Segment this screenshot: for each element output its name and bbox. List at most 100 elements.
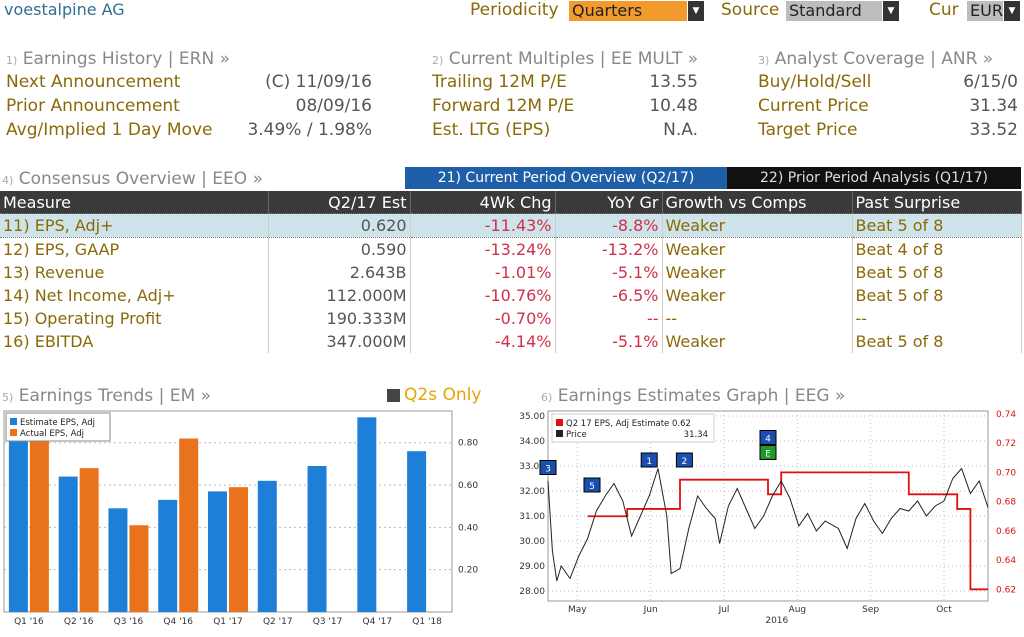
- est-ltg-value: N.A.: [663, 120, 698, 140]
- tab-prior-period[interactable]: 22) Prior Period Analysis (Q1/17): [727, 167, 1021, 189]
- source-select[interactable]: Standard: [786, 1, 882, 21]
- estimate-cell: 2.643B: [268, 261, 411, 284]
- avg-move-value: 3.49% / 1.98%: [247, 120, 372, 140]
- table-row[interactable]: 16) EBITDA 347.000M -4.14% -5.1% Weaker Beat …: [0, 330, 1022, 353]
- col-header[interactable]: 4Wk Chg: [410, 191, 556, 214]
- x-tick-label: Q2 '17: [263, 617, 293, 627]
- measure-cell[interactable]: 15) Operating Profit: [0, 307, 269, 330]
- buy-hold-sell-value: 6/15/0: [963, 72, 1018, 92]
- earnings-trends-header[interactable]: 5) Earnings Trends | EM »: [2, 386, 212, 406]
- col-header[interactable]: Growth vs Comps: [662, 191, 853, 214]
- x-tick-label: Aug: [789, 605, 807, 615]
- y2-tick-label: 0.66: [996, 527, 1016, 537]
- y-tick-label: 34.00: [519, 437, 545, 447]
- measure-cell[interactable]: 14) Net Income, Adj+: [0, 284, 269, 307]
- x-tick-label: Q3 '16: [114, 617, 144, 627]
- measure-cell[interactable]: 13) Revenue: [0, 261, 269, 284]
- col-header[interactable]: Past Surprise: [852, 191, 1022, 214]
- chevron-down-icon[interactable]: ▼: [883, 1, 899, 21]
- y-tick-label: 28.00: [519, 587, 545, 597]
- legend-box: [5, 412, 111, 442]
- analyst-coverage-header[interactable]: 3) Analyst Coverage | ANR »: [758, 49, 994, 69]
- x-tick-label: Q3 '17: [313, 617, 343, 627]
- x-tick-label: Q1 '16: [14, 617, 44, 627]
- est-ltg-label: Est. LTG (EPS): [432, 120, 551, 140]
- chevron-down-icon[interactable]: ▼: [688, 1, 704, 21]
- earnings-estimates-graph-header[interactable]: 6) Earnings Estimates Graph | EEG »: [541, 386, 846, 406]
- table-row[interactable]: 13) Revenue 2.643B -1.01% -5.1% Weaker Beat 5…: [0, 261, 1022, 284]
- past-surprise-cell: Beat 4 of 8: [852, 237, 1022, 261]
- estimate-cell: 190.333M: [268, 307, 411, 330]
- y-tick-label: 0.60: [458, 481, 478, 491]
- legend-swatch: [556, 430, 563, 437]
- target-price-label: Target Price: [758, 120, 858, 140]
- col-header[interactable]: Q2/17 Est: [268, 191, 411, 214]
- table-row[interactable]: 12) EPS, GAAP 0.590 -13.24% -13.2% Weaker Bea…: [0, 237, 1022, 261]
- measure-cell[interactable]: 16) EBITDA: [0, 330, 269, 353]
- growth-vs-comps-cell: Weaker: [662, 213, 853, 238]
- x-tick-label: Sep: [862, 605, 879, 615]
- legend-label: Estimate EPS, Adj: [20, 418, 95, 428]
- x-tick-label: Q2 '16: [64, 617, 94, 627]
- y2-tick-label: 0.64: [996, 556, 1016, 566]
- bar-estimate: [108, 508, 128, 612]
- y2-tick-label: 0.68: [996, 498, 1016, 508]
- earnings-history-header[interactable]: 1) Earnings History | ERN »: [6, 49, 230, 69]
- past-surprise-cell: Beat 5 of 8: [852, 213, 1022, 238]
- yoy-growth-cell: -6.5%: [555, 284, 663, 307]
- x-tick-label: Q4 '17: [363, 617, 393, 627]
- legend-swatch: [10, 418, 17, 425]
- plot-area: [3, 410, 453, 613]
- measure-cell[interactable]: 11) EPS, Adj+: [0, 213, 269, 238]
- periodicity-select[interactable]: Quarters: [569, 1, 687, 21]
- bar-estimate: [407, 451, 427, 612]
- estimate-cell: 112.000M: [268, 284, 411, 307]
- periodicity-label: Periodicity: [470, 0, 559, 20]
- tab-current-period[interactable]: 21) Current Period Overview (Q2/17): [405, 167, 727, 189]
- bar-estimate: [307, 466, 327, 612]
- earnings-trends-chart: 0.20 0.40 0.60 0.80 Q1 '16 Q2 '16 Q3 '16 Q4 '16…: [0, 407, 500, 633]
- col-header[interactable]: Measure: [0, 191, 269, 214]
- col-header[interactable]: YoY Gr: [555, 191, 663, 214]
- legend-box: [551, 413, 715, 443]
- four-week-change-cell: -13.24%: [410, 237, 556, 261]
- table-row[interactable]: 15) Operating Profit 190.333M -0.70% -- -- --: [0, 307, 1022, 330]
- consensus-overview-header[interactable]: 4) Consensus Overview | EEO »: [2, 169, 263, 189]
- x-year-label: 2016: [765, 616, 788, 626]
- event-marker-label: 5: [589, 482, 595, 492]
- event-marker: [759, 445, 777, 460]
- q2s-only-toggle[interactable]: Q2s Only: [404, 385, 482, 405]
- bar-estimate: [8, 432, 28, 612]
- four-week-change-cell: -4.14%: [410, 330, 556, 353]
- y2-tick-label: 0.62: [996, 585, 1016, 595]
- estimate-cell: 0.620: [268, 213, 411, 238]
- event-marker-label: 1: [646, 457, 652, 467]
- four-week-change-cell: -10.76%: [410, 284, 556, 307]
- current-multiples-header[interactable]: 2) Current Multiples | EE MULT »: [432, 49, 699, 69]
- bar-estimate: [208, 491, 227, 612]
- bar-estimate: [158, 499, 178, 612]
- avg-move-label: Avg/Implied 1 Day Move: [6, 120, 213, 140]
- event-marker-label: 4: [765, 435, 771, 445]
- measure-cell[interactable]: 12) EPS, GAAP: [0, 237, 269, 261]
- legend-swatch: [556, 419, 563, 426]
- currency-select[interactable]: EUR: [967, 1, 1003, 21]
- yoy-growth-cell: -8.8%: [555, 213, 663, 238]
- past-surprise-cell: Beat 5 of 8: [852, 330, 1022, 353]
- legend-label: Q2 17 EPS, Adj Estimate 0.62: [566, 419, 691, 429]
- yoy-growth-cell: -13.2%: [555, 237, 663, 261]
- target-price-value: 33.52: [969, 120, 1018, 140]
- event-marker-label: 2: [682, 457, 688, 467]
- table-row[interactable]: 11) EPS, Adj+ 0.620 -11.43% -8.8% Weaker Beat…: [0, 213, 1022, 238]
- bar-actual: [229, 487, 248, 612]
- checkbox-icon[interactable]: [387, 389, 400, 402]
- table-row[interactable]: 14) Net Income, Adj+ 112.000M -10.76% -6.5%…: [0, 284, 1022, 307]
- event-marker: [640, 452, 658, 468]
- four-week-change-cell: -0.70%: [410, 307, 556, 330]
- trailing-pe-value: 13.55: [649, 72, 698, 92]
- chevron-down-icon[interactable]: ▼: [1004, 1, 1020, 21]
- forward-pe-value: 10.48: [649, 96, 698, 116]
- y-tick-label: 33.00: [519, 462, 545, 472]
- growth-vs-comps-cell: Weaker: [662, 284, 853, 307]
- forward-pe-label: Forward 12M P/E: [432, 96, 575, 116]
